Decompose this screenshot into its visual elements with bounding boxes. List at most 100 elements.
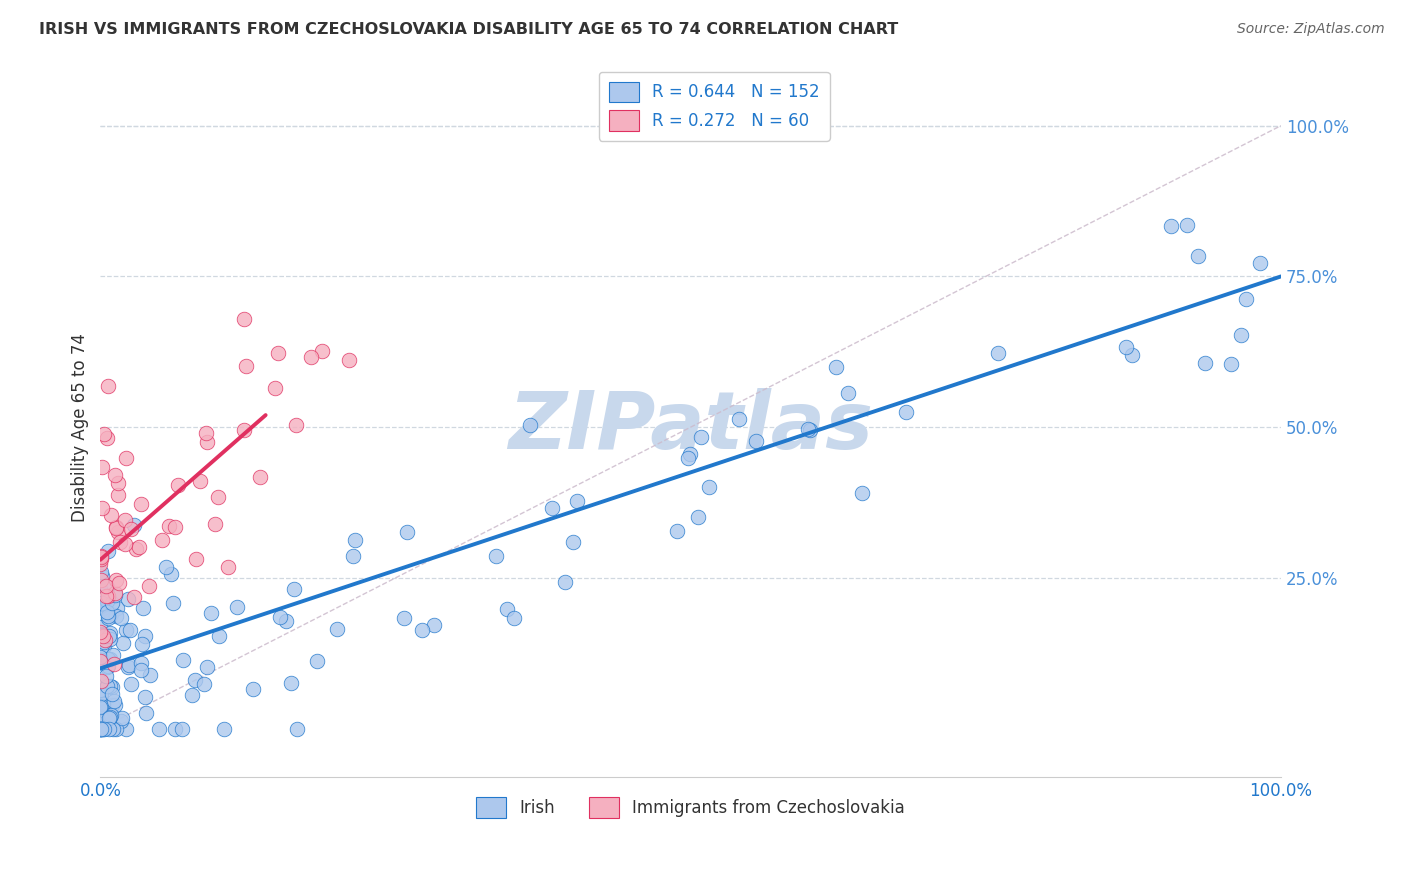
Point (686, 510, 709, 524)
Point (311, 344, 333, 359)
Point (249, 469, 271, 483)
Point (101, 648, 124, 662)
Point (207, 490, 229, 504)
Point (411, 623, 433, 637)
Point (110, 611, 132, 625)
Point (114, 513, 136, 527)
Point (93, 639, 115, 653)
Point (1234, 292, 1257, 306)
Point (91, 460, 114, 475)
Point (89, 722, 111, 736)
Point (98, 711, 121, 725)
Point (90, 682, 112, 697)
Point (285, 417, 308, 432)
Point (97, 722, 120, 736)
Point (104, 588, 127, 602)
Point (554, 574, 576, 589)
Point (1115, 340, 1137, 354)
Point (108, 535, 131, 549)
Point (396, 525, 419, 540)
Point (129, 496, 152, 510)
Point (89, 722, 111, 736)
Point (91, 569, 114, 583)
Point (225, 599, 247, 614)
Point (1249, 256, 1271, 270)
Point (105, 520, 128, 534)
Point (91, 600, 114, 615)
Point (91, 722, 114, 736)
Point (110, 714, 132, 729)
Point (131, 637, 153, 651)
Point (100, 709, 122, 723)
Point (107, 524, 129, 539)
Point (285, 722, 308, 736)
Point (242, 681, 264, 696)
Point (96, 589, 118, 603)
Point (114, 537, 136, 551)
Point (90, 698, 112, 713)
Point (90, 550, 112, 565)
Point (90, 674, 112, 689)
Point (1220, 357, 1243, 371)
Point (100, 508, 122, 522)
Point (676, 450, 699, 465)
Point (200, 606, 222, 620)
Point (90, 596, 112, 610)
Point (105, 521, 128, 535)
Point (117, 660, 139, 674)
Point (93, 426, 115, 441)
Point (90, 685, 112, 699)
Point (128, 540, 150, 554)
Point (188, 474, 211, 488)
Point (90, 628, 112, 642)
Point (97, 609, 120, 624)
Point (894, 405, 917, 419)
Point (90, 710, 112, 724)
Point (115, 722, 138, 736)
Point (96, 580, 118, 594)
Point (342, 549, 364, 563)
Point (89, 722, 111, 736)
Point (423, 617, 446, 632)
Point (93, 635, 115, 649)
Point (96, 669, 118, 683)
Point (235, 359, 257, 373)
Point (162, 596, 184, 610)
Point (90, 500, 112, 515)
Point (94, 632, 117, 647)
Point (89, 687, 111, 701)
Point (195, 425, 218, 440)
Point (91, 698, 114, 712)
Point (103, 657, 125, 671)
Point (233, 311, 256, 326)
Text: IRISH VS IMMIGRANTS FROM CZECHOSLOVAKIA DISABILITY AGE 65 TO 74 CORRELATION CHAR: IRISH VS IMMIGRANTS FROM CZECHOSLOVAKIA … (39, 22, 898, 37)
Point (172, 653, 194, 667)
Point (96, 579, 118, 593)
Point (184, 673, 207, 688)
Point (97, 379, 120, 393)
Point (100, 698, 122, 712)
Point (496, 602, 519, 616)
Point (117, 592, 139, 607)
Point (157, 518, 180, 533)
Y-axis label: Disability Age 65 to 74: Disability Age 65 to 74 (72, 333, 89, 522)
Point (104, 574, 127, 588)
Point (107, 576, 129, 591)
Point (166, 477, 188, 491)
Point (485, 549, 508, 563)
Point (111, 711, 134, 725)
Point (105, 600, 128, 615)
Point (679, 447, 702, 461)
Point (90, 687, 112, 701)
Point (394, 610, 416, 624)
Point (343, 533, 366, 548)
Point (851, 486, 873, 500)
Point (112, 636, 135, 650)
Point (90, 565, 112, 579)
Point (101, 722, 124, 736)
Point (120, 522, 142, 536)
Point (519, 417, 541, 432)
Point (89, 557, 111, 571)
Point (89, 675, 111, 690)
Point (267, 345, 290, 359)
